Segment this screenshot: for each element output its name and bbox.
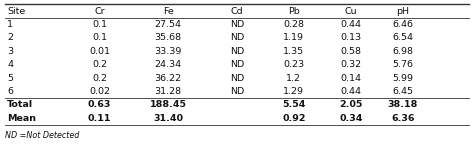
Text: 2.05: 2.05 bbox=[339, 100, 363, 109]
Text: Cd: Cd bbox=[231, 7, 243, 16]
Text: ND: ND bbox=[230, 60, 244, 69]
Text: 1.19: 1.19 bbox=[283, 33, 304, 42]
Text: ND: ND bbox=[230, 74, 244, 83]
Text: 0.34: 0.34 bbox=[339, 114, 363, 123]
Text: 27.54: 27.54 bbox=[155, 20, 182, 29]
Text: 0.28: 0.28 bbox=[283, 20, 304, 29]
Text: ND: ND bbox=[230, 20, 244, 29]
Text: 0.2: 0.2 bbox=[92, 74, 107, 83]
Text: Mean: Mean bbox=[7, 114, 36, 123]
Text: 0.63: 0.63 bbox=[88, 100, 111, 109]
Text: 36.22: 36.22 bbox=[155, 74, 182, 83]
Text: 6.46: 6.46 bbox=[392, 20, 413, 29]
Text: 35.68: 35.68 bbox=[155, 33, 182, 42]
Text: 6.54: 6.54 bbox=[392, 33, 413, 42]
Text: 5: 5 bbox=[7, 74, 13, 83]
Text: Pb: Pb bbox=[288, 7, 300, 16]
Text: 5.76: 5.76 bbox=[392, 60, 413, 69]
Text: 24.34: 24.34 bbox=[155, 60, 182, 69]
Text: Fe: Fe bbox=[163, 7, 173, 16]
Text: 1: 1 bbox=[7, 20, 13, 29]
Text: 0.02: 0.02 bbox=[89, 87, 110, 96]
Text: 188.45: 188.45 bbox=[150, 100, 187, 109]
Text: 0.44: 0.44 bbox=[340, 20, 361, 29]
Text: 1.35: 1.35 bbox=[283, 47, 304, 56]
Text: 5.54: 5.54 bbox=[282, 100, 306, 109]
Text: Total: Total bbox=[7, 100, 33, 109]
Text: Cu: Cu bbox=[345, 7, 357, 16]
Text: Site: Site bbox=[7, 7, 26, 16]
Text: 6: 6 bbox=[7, 87, 13, 96]
Text: 0.14: 0.14 bbox=[340, 74, 361, 83]
Text: 38.18: 38.18 bbox=[388, 100, 418, 109]
Text: 0.58: 0.58 bbox=[340, 47, 361, 56]
Text: 6.36: 6.36 bbox=[391, 114, 415, 123]
Text: ND: ND bbox=[230, 33, 244, 42]
Text: Cr: Cr bbox=[94, 7, 105, 16]
Text: 2: 2 bbox=[7, 33, 13, 42]
Text: pH: pH bbox=[396, 7, 410, 16]
Text: 31.40: 31.40 bbox=[153, 114, 183, 123]
Text: 0.1: 0.1 bbox=[92, 33, 107, 42]
Text: 0.44: 0.44 bbox=[340, 87, 361, 96]
Text: ND =Not Detected: ND =Not Detected bbox=[5, 131, 79, 140]
Text: 0.1: 0.1 bbox=[92, 20, 107, 29]
Text: 31.28: 31.28 bbox=[155, 87, 182, 96]
Text: 6.45: 6.45 bbox=[392, 87, 413, 96]
Text: 0.01: 0.01 bbox=[89, 47, 110, 56]
Text: 4: 4 bbox=[7, 60, 13, 69]
Text: 1.2: 1.2 bbox=[286, 74, 301, 83]
Text: 1.29: 1.29 bbox=[283, 87, 304, 96]
Text: 6.98: 6.98 bbox=[392, 47, 413, 56]
Text: 0.23: 0.23 bbox=[283, 60, 304, 69]
Text: 0.2: 0.2 bbox=[92, 60, 107, 69]
Text: 3: 3 bbox=[7, 47, 13, 56]
Text: 0.13: 0.13 bbox=[340, 33, 361, 42]
Text: 0.92: 0.92 bbox=[282, 114, 306, 123]
Text: ND: ND bbox=[230, 87, 244, 96]
Text: 0.32: 0.32 bbox=[340, 60, 361, 69]
Text: 5.99: 5.99 bbox=[392, 74, 413, 83]
Text: 33.39: 33.39 bbox=[155, 47, 182, 56]
Text: ND: ND bbox=[230, 47, 244, 56]
Text: 0.11: 0.11 bbox=[88, 114, 111, 123]
